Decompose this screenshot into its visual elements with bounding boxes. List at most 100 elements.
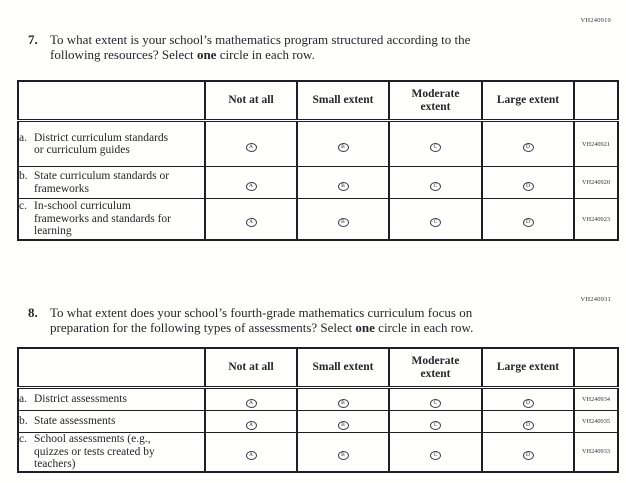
row-vh-code: VH240921 — [573, 120, 618, 167]
row-label-cell: c. In-school curriculum frameworks and s… — [17, 198, 205, 240]
question-8-line2-end: circle in each row. — [374, 319, 474, 335]
option-cell: A — [204, 198, 297, 240]
row-vh-code: VH240935 — [573, 410, 618, 433]
answer-bubble-b[interactable]: B — [337, 181, 349, 191]
table-row: a. District assessments A B C D VH240934 — [17, 387, 618, 411]
header-empty — [17, 347, 205, 389]
row-label-cell: b. State assessments — [17, 410, 205, 433]
option-cell: C — [388, 432, 482, 472]
option-cell: D — [481, 120, 574, 167]
answer-bubble-a[interactable]: A — [245, 181, 257, 191]
question-7-line2-end: circle in each row. — [216, 46, 315, 62]
answer-bubble-d[interactable]: D — [522, 451, 534, 460]
row-letter: a. — [19, 393, 27, 406]
question-7-line1: To what extent is your school’s mathemat… — [50, 32, 471, 47]
answer-bubble-d[interactable]: D — [522, 143, 534, 153]
option-cell: B — [296, 198, 389, 240]
question-7-number: 7. — [28, 32, 38, 47]
answer-bubble-c[interactable]: C — [430, 143, 441, 153]
option-cell: B — [296, 387, 389, 411]
row-letter: b. — [19, 170, 28, 182]
answer-bubble-b[interactable]: B — [337, 420, 349, 430]
answer-bubble-a[interactable]: A — [245, 420, 257, 430]
row-label: State curriculum standards or frameworks — [34, 170, 170, 195]
option-cell: B — [296, 432, 389, 472]
question-8-text: 8. To what extent does your school’s fou… — [28, 305, 573, 335]
option-cell: A — [204, 432, 297, 472]
header-large-extent: Large extent — [481, 347, 574, 389]
header-moderate-extent: Moderate extent — [388, 347, 482, 389]
header-vh-empty — [573, 347, 618, 389]
header-moderate-extent: Moderate extent — [388, 80, 482, 122]
answer-bubble-d[interactable]: D — [522, 181, 534, 191]
header-not-at-all: Not at all — [204, 347, 297, 389]
option-cell: A — [204, 410, 297, 433]
row-label-cell: a. District curriculum standards or curr… — [17, 120, 205, 167]
header-large-extent: Large extent — [481, 80, 574, 122]
answer-bubble-c[interactable]: C — [430, 218, 441, 228]
question-8-line1: To what extent does your school’s fourth… — [50, 305, 473, 320]
row-label-cell: a. District assessments — [17, 387, 205, 411]
question-8-vh-code: VH240931 — [580, 296, 611, 303]
question-7-table: Not at all Small extent Moderate extent … — [17, 80, 619, 241]
table-row: c. In-school curriculum frameworks and s… — [17, 198, 618, 240]
question-7-line2: following resources? Select — [50, 46, 197, 62]
row-letter: c. — [19, 433, 27, 445]
option-cell: A — [204, 166, 297, 199]
answer-bubble-a[interactable]: A — [245, 398, 257, 408]
answer-bubble-a[interactable]: A — [245, 143, 257, 153]
answer-bubble-a[interactable]: A — [245, 451, 257, 460]
row-label: District curriculum standards or curricu… — [34, 131, 169, 157]
row-vh-code: VH240920 — [573, 166, 618, 199]
answer-bubble-c[interactable]: C — [430, 398, 441, 408]
answer-bubble-c[interactable]: C — [430, 451, 441, 460]
row-vh-code: VH240934 — [573, 387, 618, 411]
answer-bubble-b[interactable]: B — [337, 398, 349, 408]
question-7-body: To what extent is your school’s mathemat… — [50, 32, 573, 62]
option-cell: A — [204, 120, 297, 167]
row-letter: a. — [19, 131, 27, 144]
answer-bubble-d[interactable]: D — [522, 398, 534, 408]
answer-bubble-d[interactable]: D — [522, 218, 534, 228]
option-cell: B — [296, 166, 389, 199]
answer-bubble-b[interactable]: B — [337, 218, 349, 228]
answer-bubble-b[interactable]: B — [337, 143, 349, 153]
row-letter: b. — [19, 415, 28, 428]
header-empty — [17, 80, 205, 122]
row-label: District assessments — [34, 393, 127, 406]
question-7-text: 7. To what extent is your school’s mathe… — [28, 32, 573, 62]
option-cell: D — [481, 387, 574, 411]
option-cell: A — [204, 387, 297, 411]
answer-bubble-b[interactable]: B — [337, 451, 349, 460]
option-cell: C — [388, 387, 482, 411]
row-label: School assessments (e.g., quizzes or tes… — [34, 433, 155, 470]
option-cell: D — [481, 410, 574, 433]
answer-bubble-c[interactable]: C — [430, 181, 441, 191]
option-cell: C — [388, 120, 482, 167]
answer-bubble-d[interactable]: D — [522, 420, 534, 430]
row-label: State assessments — [34, 415, 116, 428]
table-row: b. State curriculum standards or framewo… — [17, 166, 618, 199]
question-8-table: Not at all Small extent Moderate extent … — [17, 347, 619, 473]
option-cell: C — [388, 410, 482, 433]
header-vh-empty — [573, 80, 618, 122]
question-8-bold-word: one — [355, 319, 375, 335]
row-vh-code: VH240923 — [573, 198, 618, 240]
answer-bubble-c[interactable]: C — [430, 420, 441, 430]
question-8-line2: preparation for the following types of a… — [50, 319, 356, 335]
row-label-cell: c. School assessments (e.g., quizzes or … — [17, 432, 205, 472]
table-row: c. School assessments (e.g., quizzes or … — [17, 432, 618, 472]
option-cell: D — [481, 198, 574, 240]
header-small-extent: Small extent — [296, 347, 389, 389]
option-cell: D — [481, 432, 574, 472]
row-letter: c. — [19, 200, 27, 213]
table-header-row: Not at all Small extent Moderate extent … — [17, 80, 618, 122]
option-cell: D — [481, 166, 574, 199]
header-not-at-all: Not at all — [204, 80, 297, 122]
question-8-body: To what extent does your school’s fourth… — [50, 305, 573, 335]
question-7-bold-word: one — [196, 46, 217, 62]
option-cell: C — [388, 198, 482, 240]
answer-bubble-a[interactable]: A — [245, 218, 257, 228]
option-cell: B — [296, 120, 389, 167]
